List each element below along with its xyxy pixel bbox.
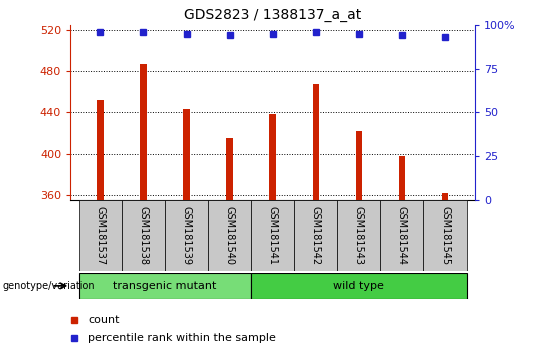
- Text: wild type: wild type: [333, 281, 384, 291]
- Bar: [226, 138, 233, 200]
- Text: GSM181539: GSM181539: [181, 206, 192, 265]
- Bar: [380, 200, 423, 271]
- Title: GDS2823 / 1388137_a_at: GDS2823 / 1388137_a_at: [184, 8, 361, 22]
- Bar: [208, 200, 251, 271]
- Bar: [183, 109, 190, 200]
- Bar: [79, 273, 251, 299]
- Bar: [399, 156, 405, 200]
- Bar: [423, 200, 467, 271]
- Bar: [269, 114, 276, 200]
- Text: percentile rank within the sample: percentile rank within the sample: [89, 333, 276, 343]
- Text: GSM181543: GSM181543: [354, 206, 364, 265]
- Bar: [79, 200, 122, 271]
- Text: GSM181537: GSM181537: [96, 206, 105, 265]
- Text: GSM181545: GSM181545: [440, 206, 450, 265]
- Text: GSM181540: GSM181540: [225, 206, 234, 265]
- Text: transgenic mutant: transgenic mutant: [113, 281, 217, 291]
- Bar: [294, 200, 338, 271]
- Text: GSM181544: GSM181544: [397, 206, 407, 265]
- Bar: [251, 200, 294, 271]
- Bar: [442, 193, 448, 200]
- Text: genotype/variation: genotype/variation: [3, 281, 96, 291]
- Text: GSM181538: GSM181538: [138, 206, 149, 265]
- Bar: [251, 273, 467, 299]
- Bar: [140, 64, 147, 200]
- Bar: [356, 131, 362, 200]
- Bar: [97, 100, 104, 200]
- Text: GSM181542: GSM181542: [311, 206, 321, 265]
- Bar: [313, 84, 319, 200]
- Bar: [122, 200, 165, 271]
- Text: GSM181541: GSM181541: [268, 206, 278, 265]
- Bar: [338, 200, 380, 271]
- Bar: [165, 200, 208, 271]
- Text: count: count: [89, 315, 120, 325]
